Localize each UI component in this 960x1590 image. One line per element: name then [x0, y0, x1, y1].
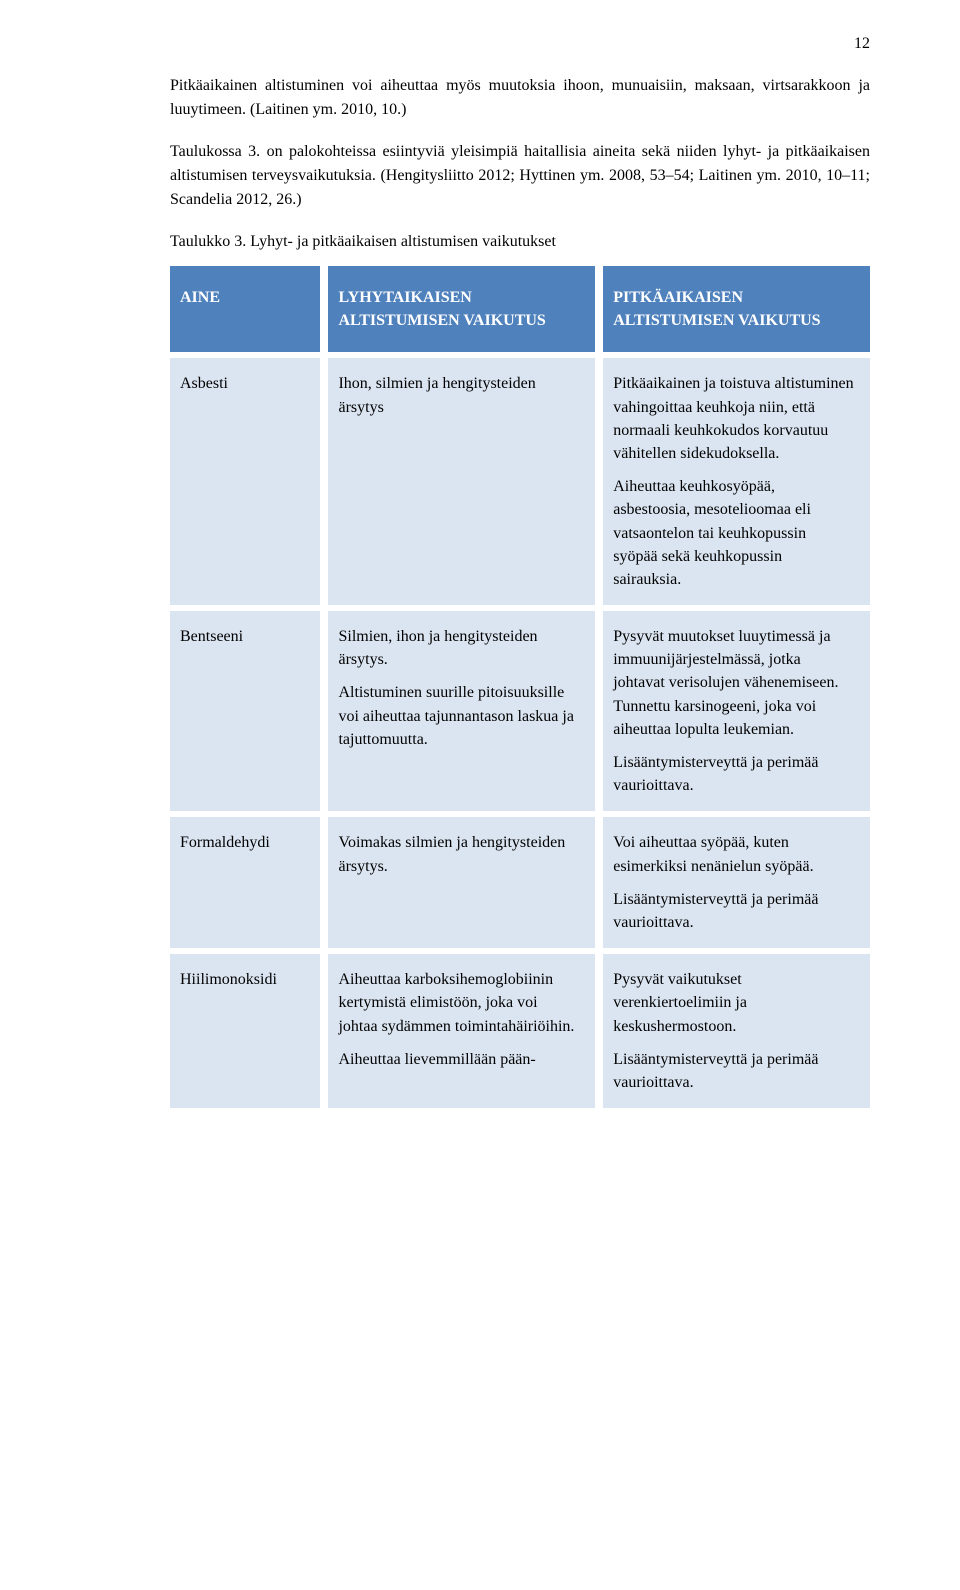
cell-text: Voimakas silmien ja hengitysteiden ärsyt…: [338, 831, 579, 877]
cell-short: Silmien, ihon ja hengitysteiden ärsytys.…: [328, 611, 595, 811]
cell-long: Pysyvät vaikutukset verenkiertoelimiin j…: [603, 954, 870, 1108]
cell-name: Asbesti: [170, 358, 320, 605]
cell-long: Pysyvät muutokset luuytimessä ja immuuni…: [603, 611, 870, 811]
cell-text: Lisääntymisterveyttä ja perimää vaurioit…: [613, 888, 854, 934]
col-header-short: LYHYTAIKAISEN ALTISTUMISEN VAIKUTUS: [328, 266, 595, 352]
col-header-long: PITKÄAIKAISEN ALTISTUMISEN VAIKUTUS: [603, 266, 870, 352]
table-row: Hiilimonoksidi Aiheuttaa karboksihemoglo…: [170, 954, 870, 1108]
cell-long: Pitkäaikainen ja toistuva altistuminen v…: [603, 358, 870, 605]
cell-name: Hiilimonoksidi: [170, 954, 320, 1108]
cell-text: Aiheuttaa lievemmillään pään-: [338, 1048, 579, 1071]
cell-short: Voimakas silmien ja hengitysteiden ärsyt…: [328, 817, 595, 948]
cell-text: Pysyvät muutokset luuytimessä ja immuuni…: [613, 625, 854, 741]
cell-text: Pysyvät vaikutukset verenkiertoelimiin j…: [613, 968, 854, 1038]
cell-text: Pitkäaikainen ja toistuva altistuminen v…: [613, 372, 854, 465]
cell-text: Silmien, ihon ja hengitysteiden ärsytys.: [338, 625, 579, 671]
cell-text: Altistuminen suurille pitoisuuksille voi…: [338, 681, 579, 751]
cell-text: Voi aiheuttaa syöpää, kuten esimerkiksi …: [613, 831, 854, 877]
cell-long: Voi aiheuttaa syöpää, kuten esimerkiksi …: [603, 817, 870, 948]
table-header-row: AINE LYHYTAIKAISEN ALTISTUMISEN VAIKUTUS…: [170, 266, 870, 352]
cell-text: Lisääntymisterveyttä ja perimää vaurioit…: [613, 751, 854, 797]
cell-text: Aiheuttaa keuhkosyöpää, asbestoosia, mes…: [613, 475, 854, 591]
cell-short: Ihon, silmien ja hengitysteiden ärsytys: [328, 358, 595, 605]
table-row: Formaldehydi Voimakas silmien ja hengity…: [170, 817, 870, 948]
cell-text: Ihon, silmien ja hengitysteiden ärsytys: [338, 372, 579, 418]
page-number: 12: [170, 32, 870, 56]
cell-name: Bentseeni: [170, 611, 320, 811]
table-row: Bentseeni Silmien, ihon ja hengitysteide…: [170, 611, 870, 811]
paragraph-2: Taulukossa 3. on palokohteissa esiintyvi…: [170, 140, 870, 212]
table-caption: Taulukko 3. Lyhyt- ja pitkäaikaisen alti…: [170, 230, 870, 254]
table-row: Asbesti Ihon, silmien ja hengitysteiden …: [170, 358, 870, 605]
col-header-aine: AINE: [170, 266, 320, 352]
cell-text: Lisääntymisterveyttä ja perimää vaurioit…: [613, 1048, 854, 1094]
cell-short: Aiheuttaa karboksihemoglobiinin kertymis…: [328, 954, 595, 1108]
exposure-table: AINE LYHYTAIKAISEN ALTISTUMISEN VAIKUTUS…: [170, 266, 870, 1108]
paragraph-1: Pitkäaikainen altistuminen voi aiheuttaa…: [170, 74, 870, 122]
cell-name: Formaldehydi: [170, 817, 320, 948]
cell-text: Aiheuttaa karboksihemoglobiinin kertymis…: [338, 968, 579, 1038]
